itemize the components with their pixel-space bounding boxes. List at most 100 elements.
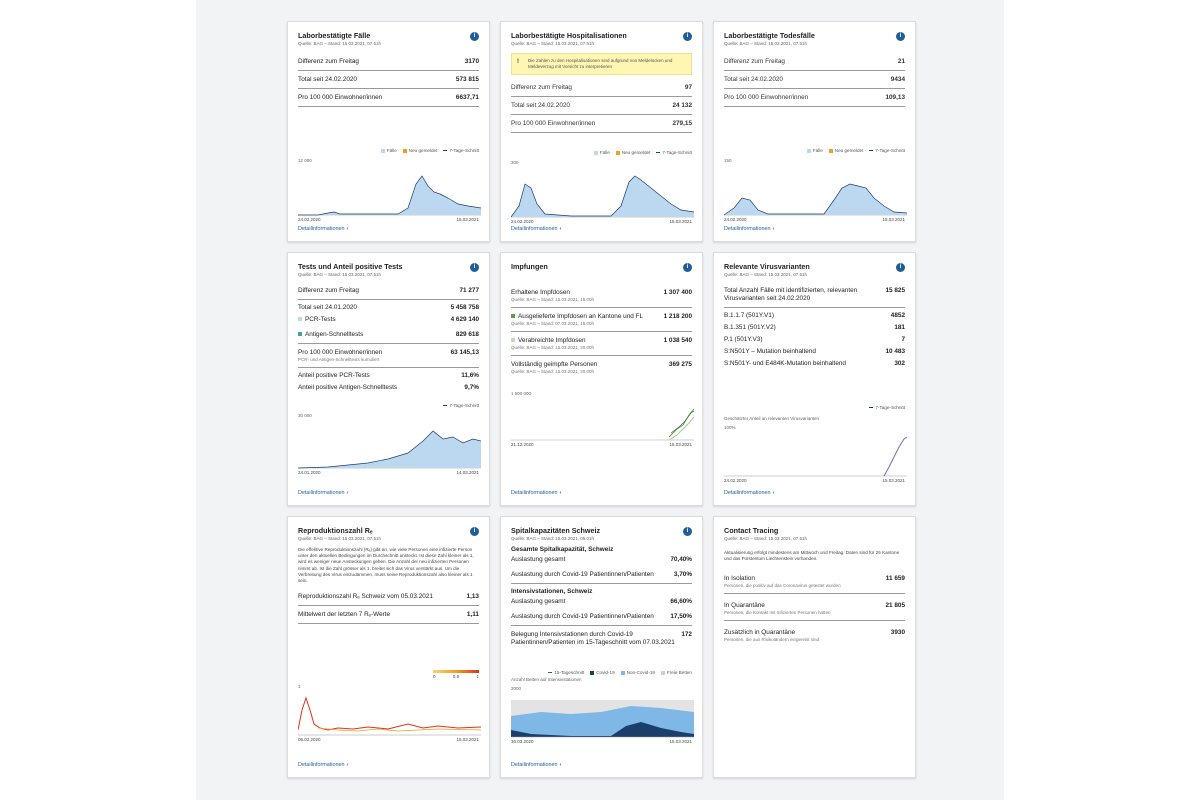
y-axis-max: 2000 — [511, 686, 522, 691]
source-text: Quelle: BAG – Stand: 15.03.2021, 07.51h — [724, 536, 808, 541]
chart-legend: 7-Tage-Schnitt — [298, 402, 479, 410]
update-note: Aktualisierung erfolgt mindestens am Mit… — [724, 550, 900, 562]
detail-link[interactable]: Detailinformationen › — [298, 490, 349, 496]
card-title: Tests und Anteil positive Tests — [298, 262, 403, 271]
stat-row: PCR-Tests 4 629 140 — [298, 314, 479, 326]
stat-row: Auslastung durch Covid-19 Patientinnen/P… — [511, 608, 692, 626]
y-axis-max: 30 000 — [298, 413, 312, 418]
y-axis-max: 3 — [298, 684, 301, 690]
stat-row: In Isolation Personen, die positiv auf da… — [724, 570, 905, 595]
source-text: Quelle: BAG – Stand: 15.03.2021, 07.51h — [511, 41, 595, 46]
stat-row: Vollständig geimpfte Personen Quelle: BAG… — [511, 361, 692, 374]
stat-row: Verabreichte Impfdosen Quelle: BAG – Stan… — [511, 332, 692, 356]
reproduction-chart: 3 06.02.2020 15.03.2021 — [298, 684, 481, 743]
detail-link[interactable]: Detailinformationen › — [511, 226, 562, 232]
capacity-chart-svg — [511, 700, 694, 738]
card-title: Relevante Virusvarianten — [724, 262, 810, 271]
detail-link[interactable]: Detailinformationen › — [511, 490, 562, 496]
stat-row: Antigen-Schnelltests 829 618 — [298, 326, 479, 344]
stat-row: Auslastung gesamt 70,40% — [511, 556, 692, 563]
card-hospital-capacity: Spitalkapazitäten Schweiz i Quelle: BAG … — [500, 516, 703, 778]
card-tests: Tests und Anteil positive Tests i Quelle… — [287, 252, 490, 506]
stat-row: Pro 100 000 Einwohner/innen 6637,71 — [298, 89, 479, 107]
variant-row: B.1.1.7 (501Y.V1) 4852 — [724, 312, 905, 319]
vaccination-chart: 1 500 000 21.12.2020 15.03.2021 — [511, 391, 694, 447]
info-icon[interactable]: i — [470, 32, 479, 41]
exclamation-icon: ! — [517, 59, 519, 65]
stat-row: Differenz zum Freitag 97 — [511, 79, 692, 97]
info-icon[interactable]: i — [683, 263, 692, 272]
card-cases: Laborbestätigte Fälle i Quelle: BAG – St… — [287, 21, 490, 242]
warning-note: ! Die Zahlen zu den Hospitalisationen sin… — [511, 53, 692, 75]
stat-row: Auslastung gesamt 66,60% — [511, 598, 692, 605]
stat-row: Belegung Intensivstationen durch Covid-1… — [511, 631, 692, 646]
variant-row: S:N501Y – Mutation beinhaltend 10 483 — [724, 348, 905, 355]
stat-row: Reproduktionszahl Rₑ Schweiz vom 05.03.2… — [298, 588, 479, 607]
stat-row: In Quarantäne Personen, die Kontakt mit I… — [724, 594, 905, 622]
stat-row: Differenz zum Freitag 21 — [724, 53, 905, 71]
vaccination-chart-svg — [511, 408, 694, 441]
source-text: Quelle: BAG – Stand: 15.03.2021, 07.51h — [298, 272, 382, 277]
y-axis-max: 100% — [724, 425, 736, 430]
stat-row: Mittelwert der letzten 7 Rₑ-Werte 1,11 — [298, 606, 479, 625]
stat-row: Differenz zum Freitag 71 277 — [298, 282, 479, 300]
stat-row: Total seit 24.02.2020 9434 — [724, 71, 905, 89]
stat-row: Pro 100 000 Einwohner/innen 279,15 — [511, 115, 692, 133]
section-title: Gesamte Spitalkapazität, Schweiz — [511, 546, 614, 553]
stat-row: Anteil positive Antigen-Schnelltests 9,7% — [298, 384, 479, 391]
card-contact-tracing: Contact Tracing Quelle: BAG – Stand: 15.… — [713, 516, 916, 778]
info-icon[interactable]: i — [683, 527, 692, 536]
variant-row: B.1.351 (501Y.V2) 181 — [724, 324, 905, 331]
color-scale: 0 0.5 1 — [298, 670, 479, 681]
y-axis-max: 150 — [724, 158, 732, 163]
info-icon[interactable]: i — [896, 263, 905, 272]
cases-chart: 12 000 24.02.2020 15.03.2021 — [298, 158, 481, 222]
source-text: Quelle: BAG – Stand: 15.03.2021, 07.51h — [298, 41, 382, 46]
info-icon[interactable]: i — [896, 32, 905, 41]
cases-chart-svg — [298, 175, 481, 216]
chart-legend: Fälle Neu gemeldet 7-Tage-Schnitt — [511, 149, 692, 157]
chart-label: Geschätzter Anteil an relevanten Virusva… — [724, 416, 819, 421]
card-deaths: Laborbestätigte Todesfälle i Quelle: BAG… — [713, 21, 916, 242]
tests-chart: 30 000 24.01.2020 14.03.2021 — [298, 413, 481, 475]
card-hospitalisations: Laborbestätigte Hospitalisationen i Quel… — [500, 21, 703, 242]
reproduction-chart-svg — [298, 696, 481, 736]
y-axis-max: 300 — [511, 160, 519, 165]
info-icon[interactable]: i — [683, 32, 692, 41]
chart-label: Anzahl Betten auf Intensivstationen — [511, 677, 582, 682]
deaths-chart-svg — [724, 183, 907, 216]
hosp-chart-svg — [511, 175, 694, 218]
card-title: Laborbestätigte Fälle — [298, 31, 371, 40]
info-icon[interactable]: i — [470, 263, 479, 272]
chart-legend: Fälle Neu gemeldet 7-Tage-Schnitt — [298, 147, 479, 155]
variants-chart-svg — [724, 436, 907, 477]
stat-row: Auslastung durch Covid-19 Patientinnen/P… — [511, 566, 692, 584]
chart-legend: 7-Tage-Schnitt — [724, 404, 905, 412]
source-text: Quelle: BAG – Stand: 15.03.2021, 07.51h — [298, 536, 382, 541]
detail-link[interactable]: Detailinformationen › — [724, 490, 775, 496]
card-title: Spitalkapazitäten Schweiz — [511, 526, 601, 535]
stat-row: Total Anzahl Fälle mit identifizierten, … — [724, 282, 905, 308]
card-title: Contact Tracing — [724, 526, 779, 535]
info-icon[interactable]: i — [470, 527, 479, 536]
description-text: Die effektive Reproduktionszahl (Rₑ) gib… — [298, 547, 474, 584]
y-axis-max: 1 500 000 — [511, 391, 532, 396]
variant-row: S:N501Y- und E484K-Mutation beinhaltend 3… — [724, 360, 905, 367]
stat-row: Total seit 24.02.2020 573 815 — [298, 71, 479, 89]
chart-legend: Fälle Neu gemeldet 7-Tage-Schnitt — [724, 147, 905, 155]
card-variants: Relevante Virusvarianten i Quelle: BAG –… — [713, 252, 916, 506]
detail-link[interactable]: Detailinformationen › — [511, 762, 562, 768]
detail-link[interactable]: Detailinformationen › — [724, 226, 775, 232]
chart-legend: 15-Tageschnitt Covid-19 Non-Covid-19 Fre… — [511, 669, 692, 677]
detail-link[interactable]: Detailinformationen › — [298, 226, 349, 232]
stat-row: Pro 100 000 Einwohner/innen PCR- und Anti… — [298, 344, 479, 368]
hosp-chart: 300 24.02.2020 15.03.2021 — [511, 160, 694, 224]
card-title: Reproduktionszahl Rₑ — [298, 526, 373, 535]
detail-link[interactable]: Detailinformationen › — [298, 762, 349, 768]
y-axis-max: 12 000 — [298, 158, 312, 163]
deaths-chart: 150 24.02.2020 15.03.2021 — [724, 158, 907, 222]
source-text: Quelle: BAG – Stand: 15.03.2021, 07.51h — [724, 41, 808, 46]
stat-row: Ausgelieferte Impfdosen an Kantone und F… — [511, 308, 692, 332]
card-reproduction: Reproduktionszahl Rₑ i Quelle: BAG – Sta… — [287, 516, 490, 778]
source-text: Quelle: BAG – Stand: 15.03.2021, 05.01h — [511, 536, 595, 541]
